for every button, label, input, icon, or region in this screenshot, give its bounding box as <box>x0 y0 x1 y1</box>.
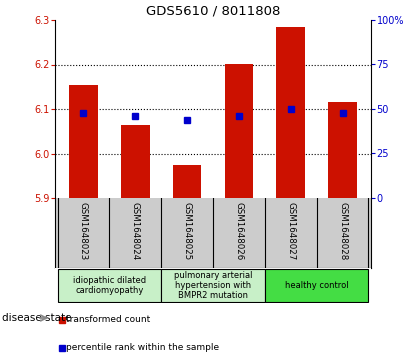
Text: healthy control: healthy control <box>285 281 349 290</box>
Text: idiopathic dilated
cardiomyopathy: idiopathic dilated cardiomyopathy <box>73 276 146 295</box>
Text: disease state: disease state <box>2 313 72 323</box>
Text: transformed count: transformed count <box>66 315 150 324</box>
Bar <box>69 85 98 198</box>
Text: GSM1648026: GSM1648026 <box>234 201 243 260</box>
Bar <box>277 26 305 198</box>
Text: GSM1648025: GSM1648025 <box>182 201 192 260</box>
Bar <box>328 102 357 198</box>
Text: GSM1648024: GSM1648024 <box>131 201 140 260</box>
Bar <box>265 269 368 302</box>
Bar <box>225 65 253 198</box>
Bar <box>58 269 161 302</box>
Text: GSM1648023: GSM1648023 <box>79 201 88 260</box>
Bar <box>173 165 201 198</box>
Bar <box>121 125 150 198</box>
Text: pulmonary arterial
hypertension with
BMPR2 mutation: pulmonary arterial hypertension with BMP… <box>174 270 252 301</box>
Text: GSM1648028: GSM1648028 <box>338 201 347 260</box>
Text: percentile rank within the sample: percentile rank within the sample <box>66 343 219 352</box>
Bar <box>161 269 265 302</box>
Text: GSM1648027: GSM1648027 <box>286 201 295 260</box>
Title: GDS5610 / 8011808: GDS5610 / 8011808 <box>146 4 280 17</box>
